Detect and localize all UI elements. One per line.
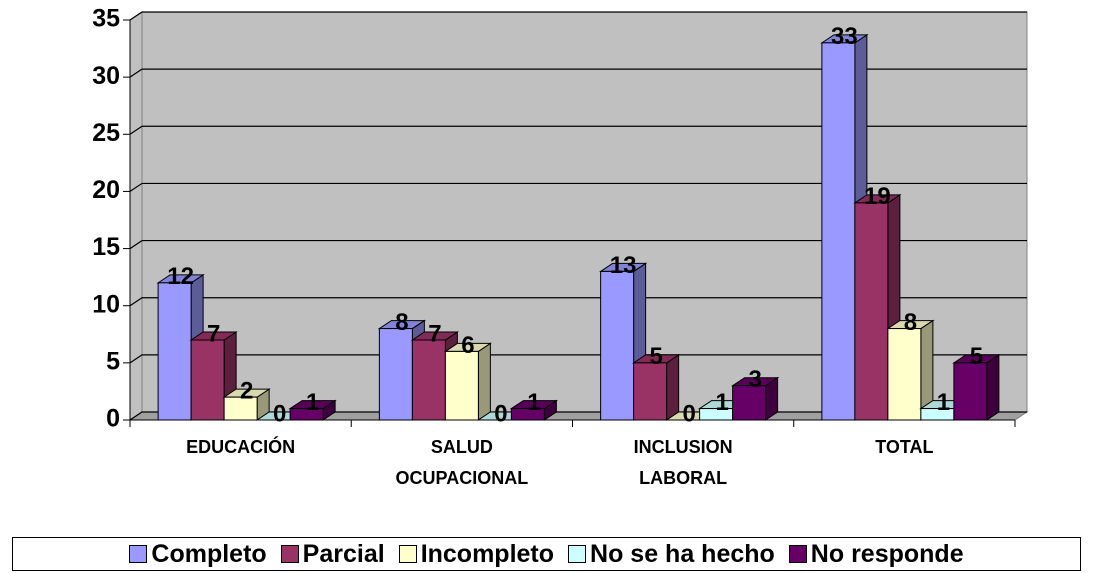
x-tick-label: SALUD OCUPACIONAL xyxy=(395,437,529,488)
legend: Completo Parcial Incompleto No se ha hecho N… xyxy=(12,537,1081,571)
x-tick-label: EDUCACIÓN xyxy=(186,437,296,457)
y-tick-label: 5 xyxy=(106,347,120,375)
legend-swatch xyxy=(788,545,807,563)
data-label: 5 xyxy=(649,343,662,370)
data-label: 6 xyxy=(461,332,474,359)
legend-item: Completo xyxy=(129,539,267,569)
grid-line xyxy=(129,11,1027,21)
bar xyxy=(854,202,889,421)
bar xyxy=(289,408,324,421)
y-tick-label: 10 xyxy=(92,290,120,318)
bar xyxy=(190,339,225,421)
data-label: 7 xyxy=(428,320,441,347)
grid-line xyxy=(129,68,1027,78)
legend-label: Completo xyxy=(151,539,267,568)
bar xyxy=(223,396,258,421)
y-tick-label: 0 xyxy=(106,405,120,433)
legend-swatch xyxy=(280,545,299,563)
legend-label: Incompleto xyxy=(420,539,555,568)
bar xyxy=(953,362,988,421)
legend-item: Incompleto xyxy=(398,539,555,569)
data-label: 8 xyxy=(904,309,917,336)
data-label: 2 xyxy=(240,377,253,404)
data-label: 0 xyxy=(494,400,507,427)
data-label: 1 xyxy=(937,389,950,416)
data-label: 3 xyxy=(748,366,761,393)
data-label: 5 xyxy=(970,343,983,370)
legend-item: No responde xyxy=(788,539,964,569)
x-tick-label: INCLUSION LABORAL xyxy=(633,437,733,488)
bar xyxy=(510,408,545,421)
bar-side xyxy=(477,342,491,421)
legend-label: No se ha hecho xyxy=(590,539,775,568)
data-label: 8 xyxy=(395,309,408,336)
bar-side xyxy=(986,353,1000,421)
bar xyxy=(444,350,479,421)
bar xyxy=(411,339,446,421)
grid-line xyxy=(129,354,1027,364)
data-label: 12 xyxy=(167,263,194,290)
bar xyxy=(732,385,767,421)
data-label: 13 xyxy=(610,252,637,279)
y-tick-label: 20 xyxy=(92,176,120,204)
bar-side xyxy=(666,353,680,421)
grid-line xyxy=(129,297,1027,307)
data-label: 7 xyxy=(207,320,220,347)
y-tick-label: 35 xyxy=(92,5,120,33)
data-label: 1 xyxy=(527,389,540,416)
bar xyxy=(600,270,635,421)
data-label: 0 xyxy=(273,400,286,427)
data-label: 1 xyxy=(306,389,319,416)
grid-line xyxy=(129,125,1027,135)
legend-swatch xyxy=(398,545,417,563)
grid-line xyxy=(129,182,1027,192)
grid-line xyxy=(129,239,1027,250)
legend-swatch xyxy=(129,545,148,563)
data-label: 0 xyxy=(682,400,695,427)
y-tick-label: 30 xyxy=(92,62,120,90)
legend-label: Parcial xyxy=(302,539,385,568)
bar xyxy=(821,42,856,421)
bar xyxy=(157,282,192,421)
bar xyxy=(633,362,668,421)
bar xyxy=(378,328,413,421)
legend-item: No se ha hecho xyxy=(568,540,775,569)
legend-swatch xyxy=(568,545,587,563)
legend-item: Parcial xyxy=(280,539,385,569)
y-tick-label: 25 xyxy=(92,119,120,147)
data-label: 33 xyxy=(831,23,858,50)
x-tick-label: TOTAL xyxy=(875,437,934,457)
legend-label: No responde xyxy=(810,539,964,568)
bar xyxy=(887,328,922,421)
y-tick-label: 15 xyxy=(92,233,120,261)
data-label: 1 xyxy=(715,389,728,416)
data-label: 19 xyxy=(864,183,891,210)
